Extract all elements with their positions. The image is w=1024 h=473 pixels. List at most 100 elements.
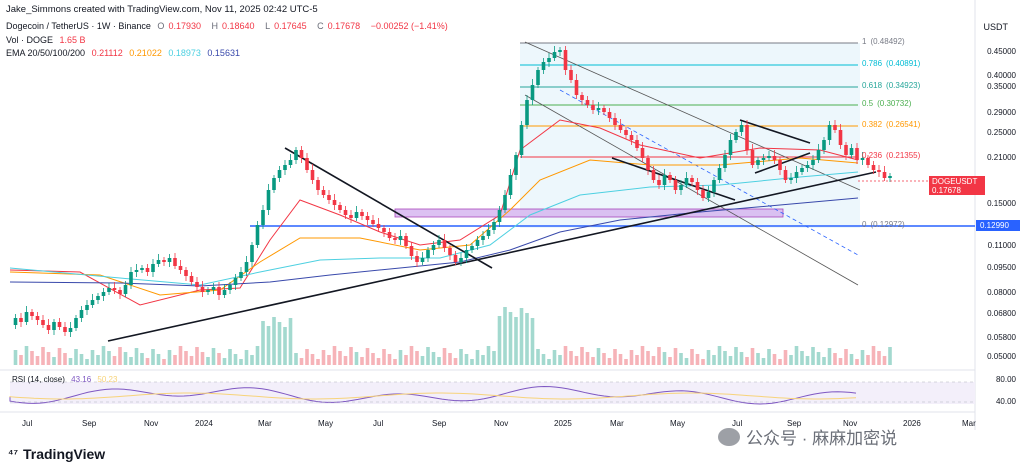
volume-bar [79, 354, 84, 365]
volume-bar [844, 349, 848, 365]
candle-body [514, 155, 518, 175]
volume-bar [558, 355, 562, 365]
candle-body [503, 195, 507, 210]
volume-bar [398, 350, 403, 365]
candle-body [453, 255, 458, 262]
candle-body [288, 160, 293, 165]
close-label: C [317, 21, 324, 31]
time-tick: Nov [144, 419, 159, 428]
candle-body [68, 328, 73, 332]
candle-body [316, 180, 320, 190]
rsi-legend[interactable]: RSI (14, close) 43.16 50.23 [12, 375, 121, 384]
price-tick: 0.45000 [987, 47, 1016, 56]
ema-label[interactable]: EMA 20/50/100/200 [6, 48, 86, 58]
trendline [754, 152, 811, 174]
candle-body [189, 276, 194, 282]
volume-bar [288, 318, 293, 365]
volume-bar [547, 359, 551, 365]
volume-bar [145, 358, 150, 365]
candle-body [195, 282, 199, 287]
candle-body [294, 150, 298, 160]
candle-body [79, 310, 84, 318]
symbol-name[interactable]: Dogecoin / TetherUS · 1W · Binance [6, 21, 151, 31]
volume-bar [437, 357, 441, 365]
time-tick: Jul [732, 419, 743, 428]
volume-bar [492, 351, 496, 365]
candle-body [591, 105, 595, 110]
volume-bar [772, 354, 777, 365]
candle-body [756, 160, 760, 165]
candle-body [547, 58, 551, 62]
candle-body [866, 158, 870, 165]
open-value: 0.17930 [168, 21, 201, 31]
volume-bar [695, 354, 700, 365]
price-tag-symbol: DOGEUSDT [932, 177, 978, 186]
candle-body [442, 240, 447, 248]
candle-body [783, 170, 788, 180]
close-value: 0.17678 [327, 21, 361, 31]
volume-legend[interactable]: Vol · DOGE 1.65 B [6, 35, 90, 45]
ema-legend[interactable]: EMA 20/50/100/200 0.21112 0.21022 0.1897… [6, 48, 244, 58]
volume-bar [624, 359, 628, 365]
candle-body [695, 182, 700, 190]
candle-body [585, 100, 590, 105]
candle-body [233, 278, 238, 285]
volume-bar [519, 308, 524, 365]
candle-body [200, 287, 205, 292]
low-value: 0.17645 [274, 21, 307, 31]
candle-body [657, 180, 661, 185]
candle-body [563, 50, 568, 70]
candle-body [629, 135, 634, 140]
volume-bar [866, 355, 870, 365]
volume-bar [173, 355, 177, 365]
time-tick: 2024 [195, 419, 213, 428]
candle-body [52, 322, 56, 330]
volume-bar [178, 346, 183, 365]
trendline [611, 157, 736, 201]
volume-bar [827, 348, 832, 365]
volume-label[interactable]: Vol · DOGE [6, 35, 54, 45]
candle-body [343, 210, 348, 215]
candle-body [624, 130, 628, 135]
time-tick: Sep [787, 419, 802, 428]
volume-bar [294, 353, 298, 365]
symbol-legend[interactable]: Dogecoin / TetherUS · 1W · Binance O 0.17… [6, 21, 452, 31]
volume-bar [96, 355, 100, 365]
tradingview-logo[interactable]: ⁴⁷ TradingView [8, 446, 105, 462]
candle-body [618, 125, 623, 130]
watermark-text: 公众号 · 麻麻加密说 [746, 429, 898, 448]
volume-bar [101, 346, 106, 365]
time-tick: Sep [82, 419, 97, 428]
price-tick: 0.09500 [987, 263, 1016, 272]
candle-body [481, 236, 485, 240]
volume-bar [789, 355, 793, 365]
fib-level-label: 0.5 (0.30732) [862, 99, 911, 108]
volume-bar [574, 356, 579, 365]
volume-bar [239, 359, 243, 365]
candle-body [778, 160, 782, 170]
price-tick: 0.35000 [987, 82, 1016, 91]
candle-body [244, 262, 249, 272]
rsi-value: 43.16 [71, 375, 92, 384]
rsi-label[interactable]: RSI (14, close) [12, 375, 65, 384]
candle-body [46, 325, 51, 330]
rsi-ma-value: 50.23 [97, 375, 118, 384]
candle-body [409, 246, 414, 256]
candle-body [827, 125, 832, 140]
candle-body [387, 232, 392, 238]
last-price-tag: DOGEUSDT 0.17678 5d 17h [929, 176, 985, 204]
fib-ratio: 0.382 [862, 120, 883, 129]
wechat-icon [718, 427, 740, 446]
volume-bar [750, 348, 755, 365]
volume-bar [684, 358, 689, 365]
candle-body [855, 148, 859, 160]
volume-bar [756, 353, 760, 365]
volume-bar [118, 347, 122, 365]
time-tick: May [670, 419, 686, 428]
candle-body [437, 240, 441, 245]
time-tick: 2026 [903, 419, 921, 428]
candle-body [552, 52, 557, 58]
candle-body [24, 312, 29, 322]
volume-bar [541, 354, 546, 365]
